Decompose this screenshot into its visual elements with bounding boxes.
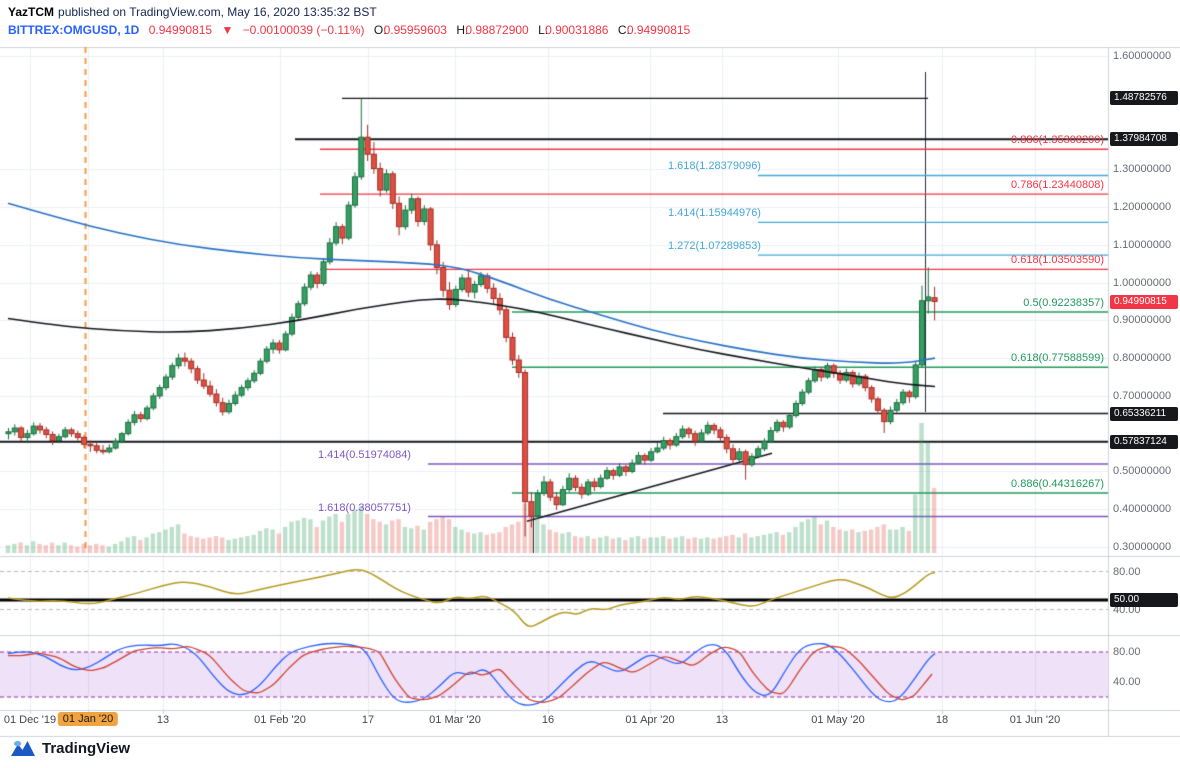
high-label: H: <box>456 23 469 37</box>
tradingview-brand[interactable]: TradingView <box>42 739 131 757</box>
high-value: 0.98872900 <box>465 23 529 37</box>
tradingview-logo-icon[interactable] <box>10 739 36 757</box>
low-value: 0.90031886 <box>545 23 609 37</box>
symbol-title[interactable]: BITTREX:OMGUSD, 1D <box>8 23 140 37</box>
price-change: −0.00100039 (−0.11%) <box>242 23 365 37</box>
last-price: 0.94990815 <box>148 23 213 37</box>
symbol-line: BITTREX:OMGUSD, 1D 0.94990815 ▼ −0.00100… <box>8 23 1172 37</box>
chart-header: YazTCM published on TradingView.com, May … <box>0 0 1180 37</box>
close-label: C: <box>617 23 630 37</box>
open-value: 0.95959603 <box>383 23 447 37</box>
publish-line: YazTCM published on TradingView.com, May … <box>8 5 1172 19</box>
footer: TradingView <box>10 739 130 757</box>
down-arrow-icon: ▼ <box>221 23 234 37</box>
publish-info: published on TradingView.com, May 16, 20… <box>58 5 377 19</box>
author-link[interactable]: YazTCM <box>8 5 55 19</box>
close-value: 0.94990815 <box>626 23 691 37</box>
open-label: O: <box>373 23 387 37</box>
low-label: L: <box>538 23 549 37</box>
